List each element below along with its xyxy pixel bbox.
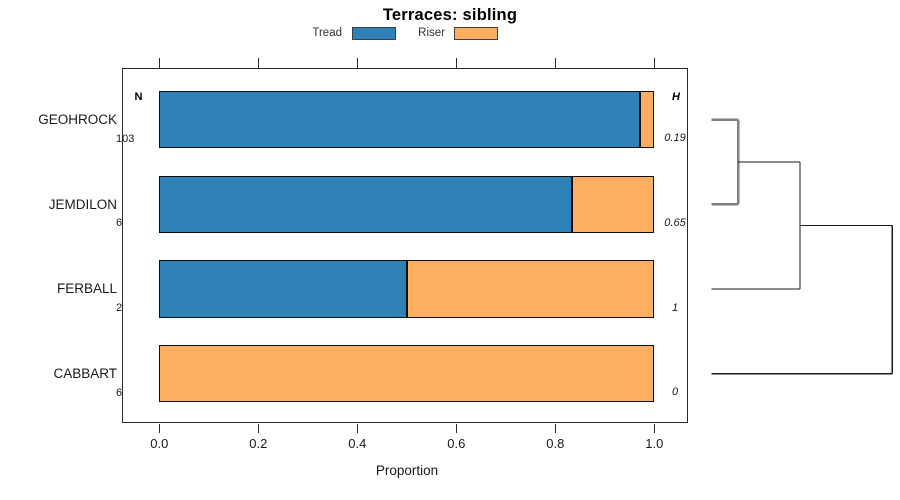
x-axis-tick-top <box>158 58 160 68</box>
x-axis-tick-bottom <box>356 424 358 433</box>
category-label: CABBART <box>53 366 117 382</box>
x-axis-tick-label: 0.6 <box>447 436 466 451</box>
x-axis-tick-top <box>653 58 655 68</box>
legend-swatch-tread-icon <box>352 27 396 40</box>
bar-segment-tread <box>159 175 572 233</box>
x-axis-tick-label: 0.4 <box>348 436 367 451</box>
bar-segment-riser <box>639 91 655 149</box>
bar-segment-riser <box>159 345 655 403</box>
row-h-value: 0 <box>671 386 679 399</box>
n-column-header: N <box>134 91 143 103</box>
category-label: GEOHROCK <box>38 112 117 128</box>
h-column-header: H <box>672 91 680 103</box>
x-axis-tick-label: 0.0 <box>150 436 169 451</box>
chart-title: Terraces: sibling <box>382 6 518 24</box>
x-axis-title: Proportion <box>375 463 439 478</box>
category-label: FERBALL <box>56 281 117 297</box>
bar-segment-tread <box>159 260 407 318</box>
row-h-value: 1 <box>671 301 679 314</box>
legend-label-tread: Tread <box>312 27 342 39</box>
category-label: JEMDILON <box>48 196 117 212</box>
row-n-count: 6 <box>116 386 123 399</box>
x-axis-tick-bottom <box>554 424 556 433</box>
x-axis-tick-top <box>554 58 556 68</box>
x-axis-tick-bottom <box>158 424 160 433</box>
legend-swatch-riser-icon <box>454 27 498 40</box>
bar-segment-riser <box>571 175 655 233</box>
legend-label-riser: Riser <box>418 27 445 39</box>
x-axis-tick-top <box>455 58 457 68</box>
x-axis-tick-bottom <box>653 424 655 433</box>
bar-segment-tread <box>159 91 640 149</box>
x-axis-tick-label: 0.2 <box>249 436 268 451</box>
row-n-count: 103 <box>116 132 135 145</box>
bar-segment-riser <box>406 260 655 318</box>
x-axis-tick-label: 1.0 <box>645 436 664 451</box>
row-n-count: 6 <box>116 217 123 230</box>
x-axis-tick-top <box>356 58 358 68</box>
x-axis-tick-top <box>257 58 259 68</box>
x-axis-tick-bottom <box>455 424 457 433</box>
row-n-count: 2 <box>116 302 123 315</box>
x-axis-tick-bottom <box>257 424 259 433</box>
row-h-value: 0.65 <box>664 216 686 229</box>
x-axis-tick-label: 0.8 <box>546 436 565 451</box>
row-h-value: 0.19 <box>664 132 686 145</box>
